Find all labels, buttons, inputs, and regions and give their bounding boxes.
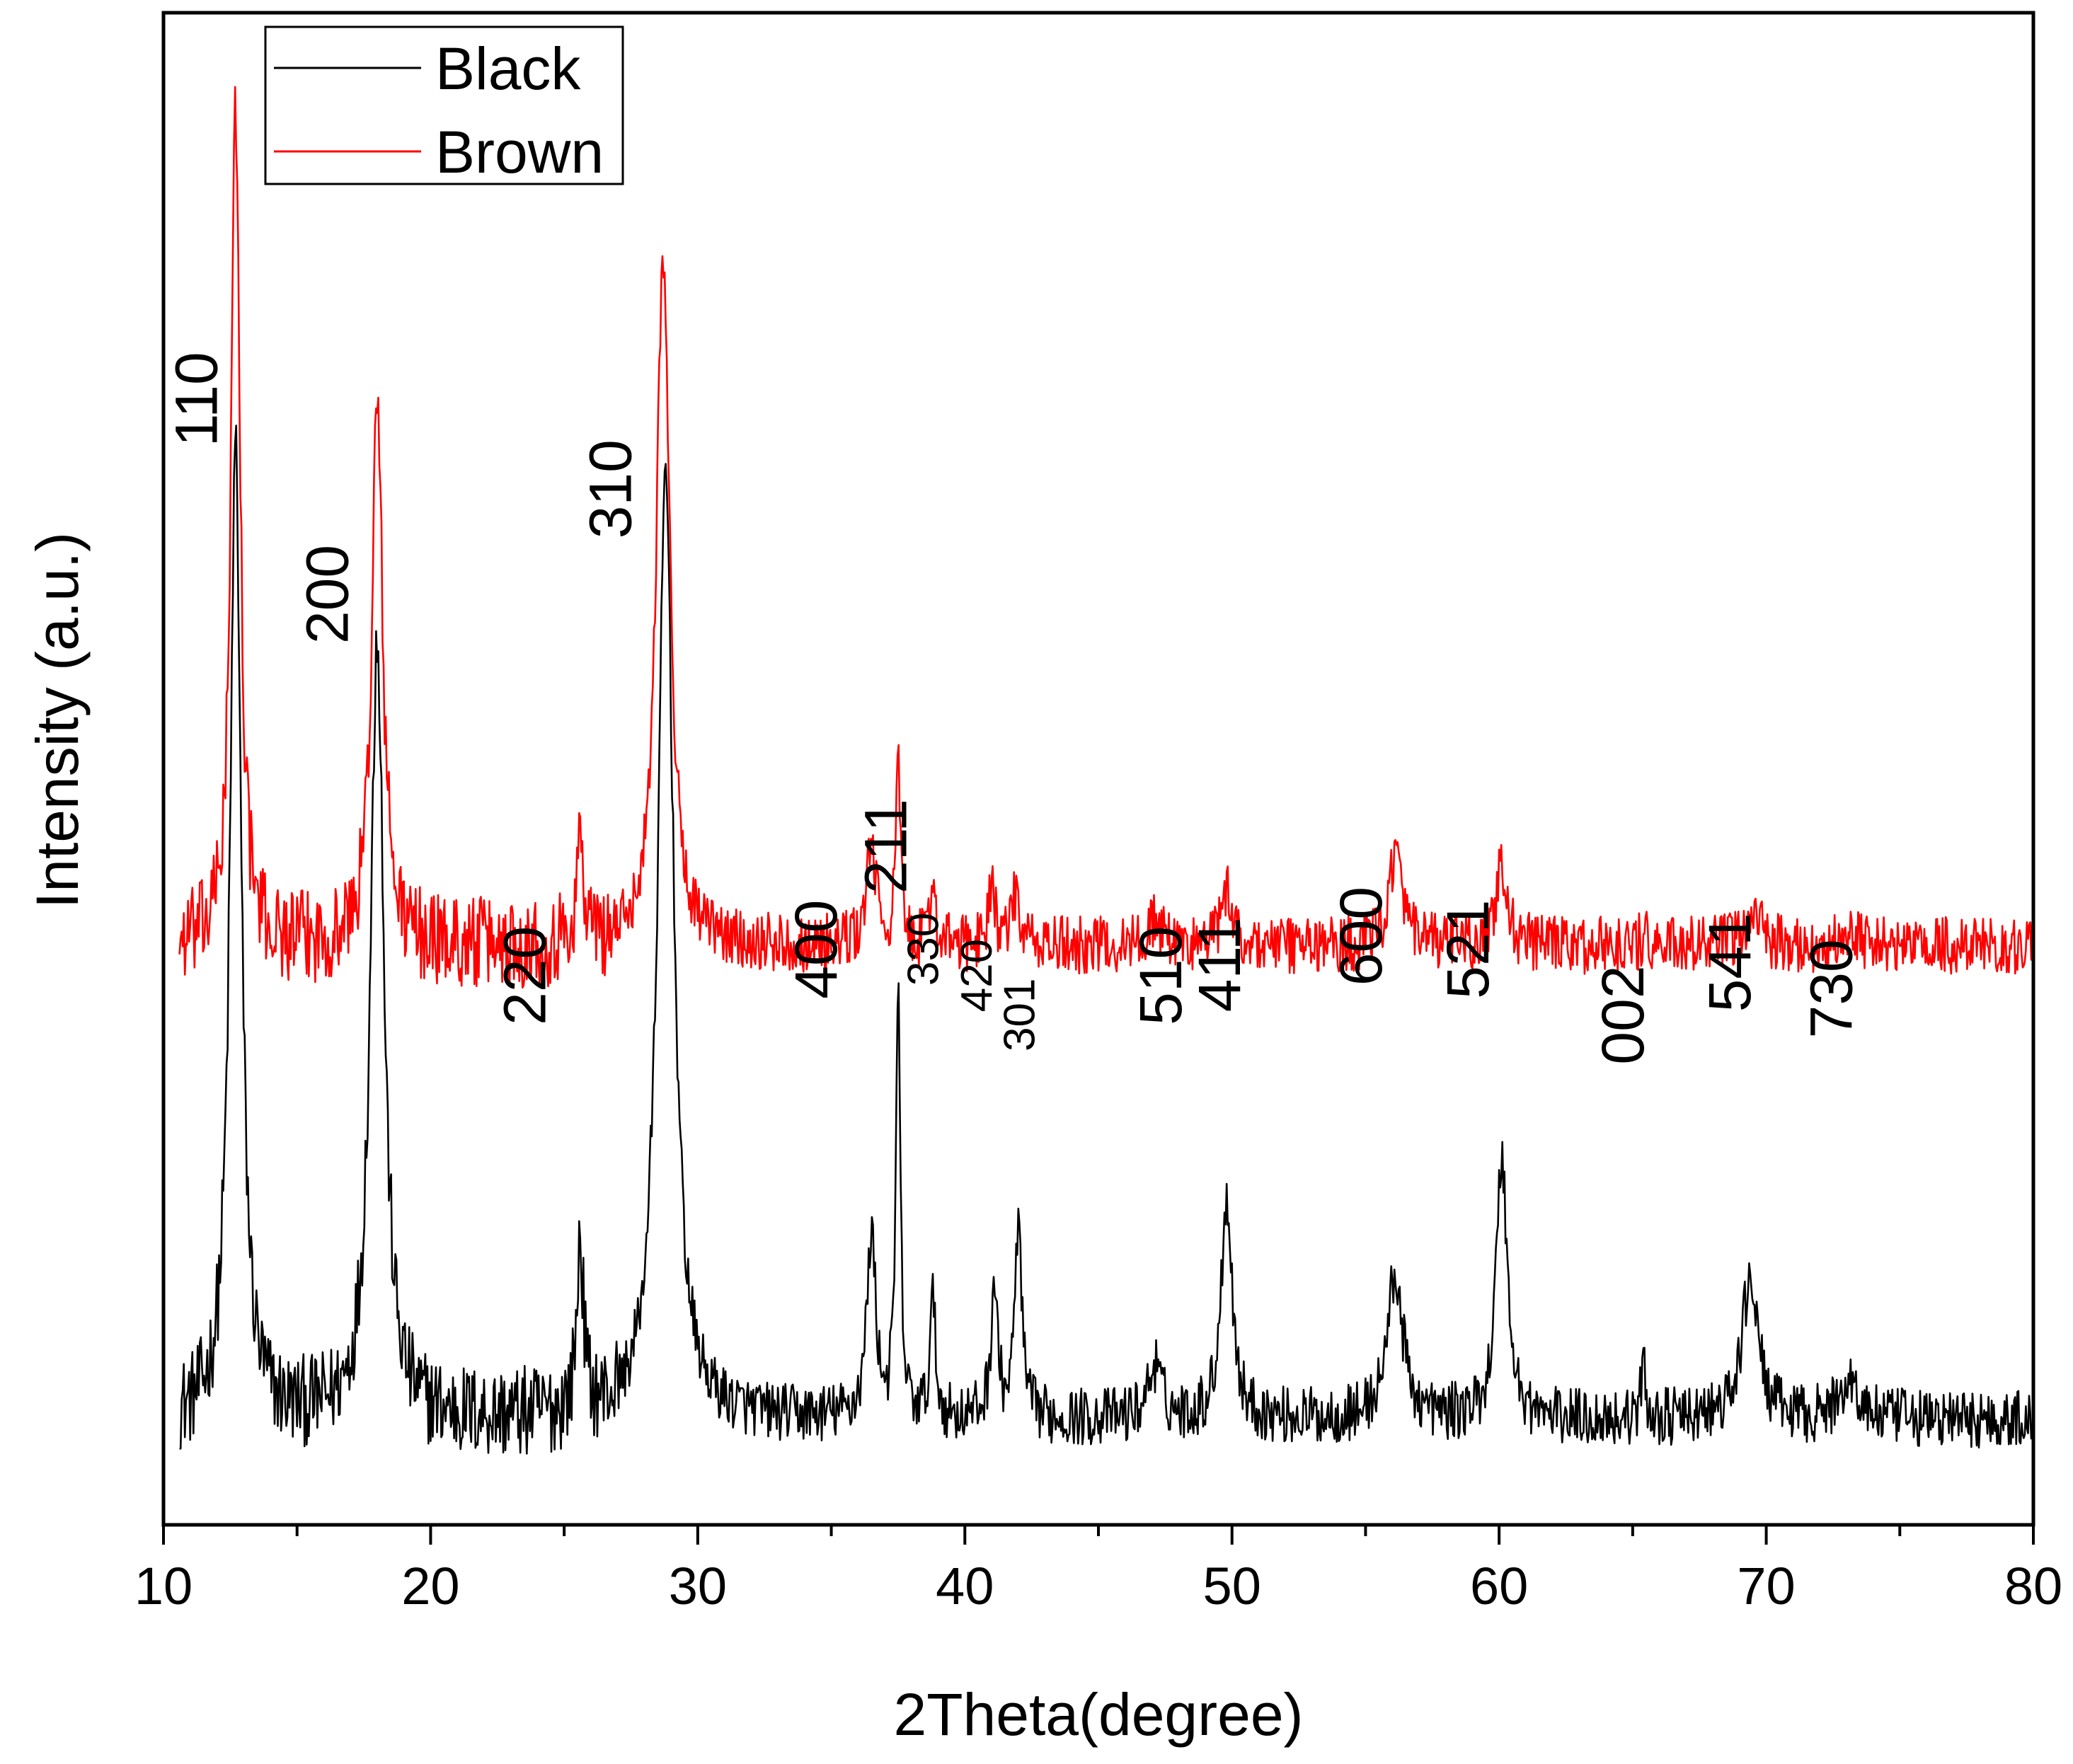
peak-label-420: 420 (953, 939, 1001, 1012)
series-line-brown (178, 86, 2035, 989)
x-tick-label: 30 (669, 1557, 727, 1615)
x-tick-label: 60 (1470, 1557, 1528, 1615)
peak-label-301: 301 (995, 979, 1044, 1051)
series-line-black (179, 425, 2035, 1455)
legend-box (264, 25, 624, 185)
legend: Black Brown (264, 25, 624, 185)
peak-label-002: 002 (1590, 965, 1656, 1064)
peak-label-220: 220 (492, 926, 558, 1025)
x-tick-label: 20 (401, 1557, 459, 1615)
peak-label-211: 211 (852, 799, 919, 894)
x-axis-title: 2Theta(degree) (893, 1681, 1303, 1748)
x-tick-label: 80 (2004, 1557, 2062, 1615)
peak-label-541: 541 (1696, 913, 1763, 1012)
peak-label-600: 600 (1328, 887, 1394, 986)
x-tick-label: 10 (134, 1557, 193, 1615)
y-axis-title: Intensity (a.u.) (24, 532, 91, 909)
series-layer (178, 86, 2035, 1455)
x-tick-label: 70 (1737, 1557, 1795, 1615)
x-tick-label: 50 (1203, 1557, 1261, 1615)
peak-label-110: 110 (163, 352, 230, 446)
peak-label-730: 730 (1798, 939, 1864, 1038)
peak-label-310: 310 (578, 439, 644, 538)
peak-label-510: 510 (1127, 926, 1194, 1025)
legend-label-brown: Brown (435, 119, 604, 185)
legend-label-black: Black (435, 35, 581, 102)
peak-label-521: 521 (1435, 900, 1501, 999)
peak-label-411: 411 (1186, 917, 1253, 1012)
x-tick-label: 40 (936, 1557, 994, 1615)
peak-label-200: 200 (294, 545, 360, 644)
x-axis-ticks: 10 20 30 40 50 60 70 80 (134, 1525, 2062, 1615)
peak-label-400: 400 (783, 900, 849, 999)
peak-label-330: 330 (900, 913, 948, 986)
